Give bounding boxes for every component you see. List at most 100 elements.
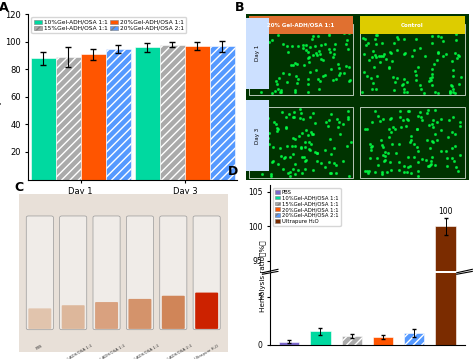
Point — [336, 119, 343, 125]
Point — [448, 58, 456, 64]
Point — [407, 137, 415, 143]
Point — [260, 66, 268, 72]
Point — [373, 33, 381, 38]
Point — [325, 117, 333, 123]
Point — [450, 67, 457, 73]
Point — [286, 173, 293, 179]
Point — [311, 43, 319, 49]
FancyBboxPatch shape — [93, 216, 120, 330]
Point — [388, 141, 395, 146]
Point — [308, 26, 315, 32]
Point — [283, 143, 291, 149]
Point — [381, 157, 389, 163]
Point — [321, 164, 329, 170]
Point — [327, 49, 334, 55]
FancyBboxPatch shape — [193, 216, 220, 330]
Point — [395, 159, 402, 165]
Point — [428, 78, 435, 83]
Point — [398, 82, 406, 88]
Point — [272, 121, 280, 126]
Point — [300, 45, 307, 51]
Point — [414, 168, 421, 174]
Point — [378, 40, 386, 46]
Point — [344, 114, 351, 120]
Point — [257, 89, 265, 95]
Point — [300, 154, 308, 160]
Point — [382, 153, 389, 158]
Point — [314, 76, 322, 82]
Point — [415, 65, 422, 70]
Point — [455, 52, 462, 58]
Point — [309, 52, 317, 58]
Point — [361, 37, 369, 42]
Point — [413, 126, 420, 132]
Point — [379, 53, 387, 59]
Point — [305, 59, 313, 65]
Point — [428, 83, 436, 88]
Point — [376, 118, 384, 124]
Point — [329, 55, 337, 60]
Point — [329, 77, 337, 83]
Point — [272, 89, 279, 94]
Point — [456, 81, 463, 87]
Point — [401, 89, 408, 95]
Point — [302, 47, 310, 53]
Point — [372, 169, 379, 174]
Point — [387, 50, 395, 55]
Point — [379, 144, 387, 150]
Point — [452, 144, 459, 149]
Point — [251, 57, 259, 63]
Text: 15% Gel-ADH/OSA 1:1: 15% Gel-ADH/OSA 1:1 — [87, 344, 127, 359]
Point — [345, 108, 352, 114]
Point — [400, 81, 407, 87]
Point — [387, 115, 394, 121]
Point — [257, 159, 264, 164]
Point — [289, 151, 297, 157]
Point — [296, 134, 303, 139]
Point — [452, 31, 459, 37]
Point — [364, 40, 372, 46]
Point — [362, 168, 369, 173]
Point — [254, 65, 261, 71]
Point — [304, 56, 312, 61]
Point — [360, 51, 368, 57]
Point — [283, 79, 291, 85]
Point — [300, 42, 307, 48]
Point — [408, 170, 415, 176]
Point — [374, 163, 382, 168]
Point — [345, 78, 353, 84]
Point — [443, 148, 450, 154]
Point — [412, 77, 419, 83]
Point — [274, 160, 282, 166]
Point — [298, 170, 305, 176]
Text: B: B — [235, 1, 245, 14]
Point — [404, 117, 412, 123]
Point — [456, 120, 464, 125]
Point — [400, 76, 408, 82]
Point — [336, 72, 343, 78]
Text: 20% Gel-ADH/OSA 1:1: 20% Gel-ADH/OSA 1:1 — [267, 23, 335, 28]
Point — [280, 167, 287, 172]
Point — [311, 149, 319, 155]
Point — [437, 116, 444, 122]
Text: 20% Gel-ADH/OSA 2:1: 20% Gel-ADH/OSA 2:1 — [154, 344, 193, 359]
Point — [251, 118, 259, 124]
Point — [289, 166, 297, 172]
Point — [259, 61, 267, 67]
Point — [439, 38, 447, 44]
Point — [334, 61, 342, 67]
Point — [364, 169, 371, 174]
Point — [282, 126, 290, 131]
Point — [327, 171, 334, 176]
Point — [299, 154, 306, 160]
Point — [358, 89, 366, 94]
Point — [282, 125, 290, 130]
Point — [381, 149, 388, 155]
Point — [421, 29, 428, 34]
Point — [257, 51, 264, 57]
Point — [373, 41, 380, 47]
Point — [301, 145, 309, 150]
Point — [317, 42, 325, 48]
Point — [265, 141, 273, 147]
Point — [322, 119, 330, 125]
